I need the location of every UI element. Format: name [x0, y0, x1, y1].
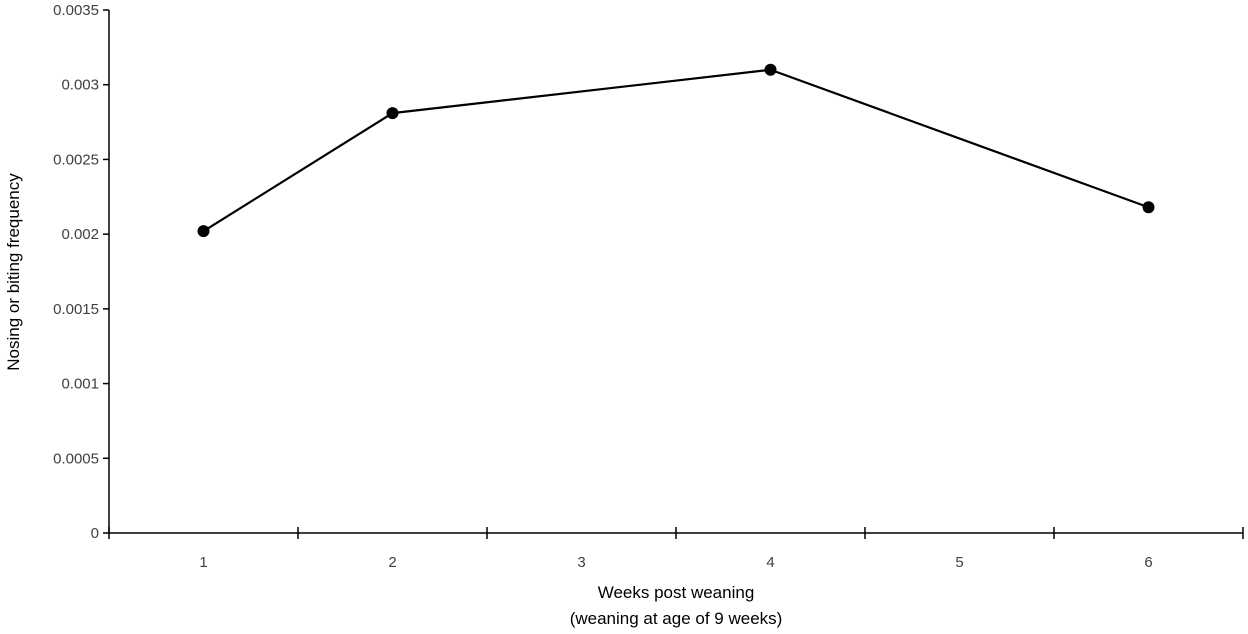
series-line [202, 68, 1149, 233]
y-tick-label: 0.0005 [53, 450, 99, 467]
x-tick-label: 4 [766, 554, 774, 571]
x-tick-label: 2 [388, 554, 396, 571]
y-ticks: 0 0.0005 0.001 0.0015 0.002 0.0025 0.003 0.0035 [53, 2, 109, 542]
y-tick-label: 0.0035 [53, 2, 99, 19]
data-point [386, 107, 399, 120]
x-tick-label: 5 [955, 554, 963, 571]
y-tick-label: 0.0015 [53, 301, 99, 318]
y-tick-label: 0.001 [61, 376, 99, 393]
x-ticks: 1 2 3 4 5 6 [108, 527, 1244, 571]
y-tick-label: 0.002 [61, 226, 99, 243]
y-axis-title: Nosing or biting frequency [4, 173, 23, 371]
series-group [197, 63, 1155, 238]
y-tick-label: 0.003 [61, 77, 99, 94]
data-point [764, 63, 777, 76]
x-axis-subtitle: (weaning at age of 9 weeks) [570, 609, 783, 628]
data-point [197, 225, 210, 238]
x-tick-label: 1 [199, 554, 207, 571]
y-tick-label: 0 [91, 525, 99, 542]
y-tick-label: 0.0025 [53, 151, 99, 168]
data-point [1142, 201, 1155, 214]
x-axis-title: Weeks post weaning [598, 583, 755, 602]
x-tick-label: 3 [577, 554, 585, 571]
x-tick-label: 6 [1144, 554, 1152, 571]
